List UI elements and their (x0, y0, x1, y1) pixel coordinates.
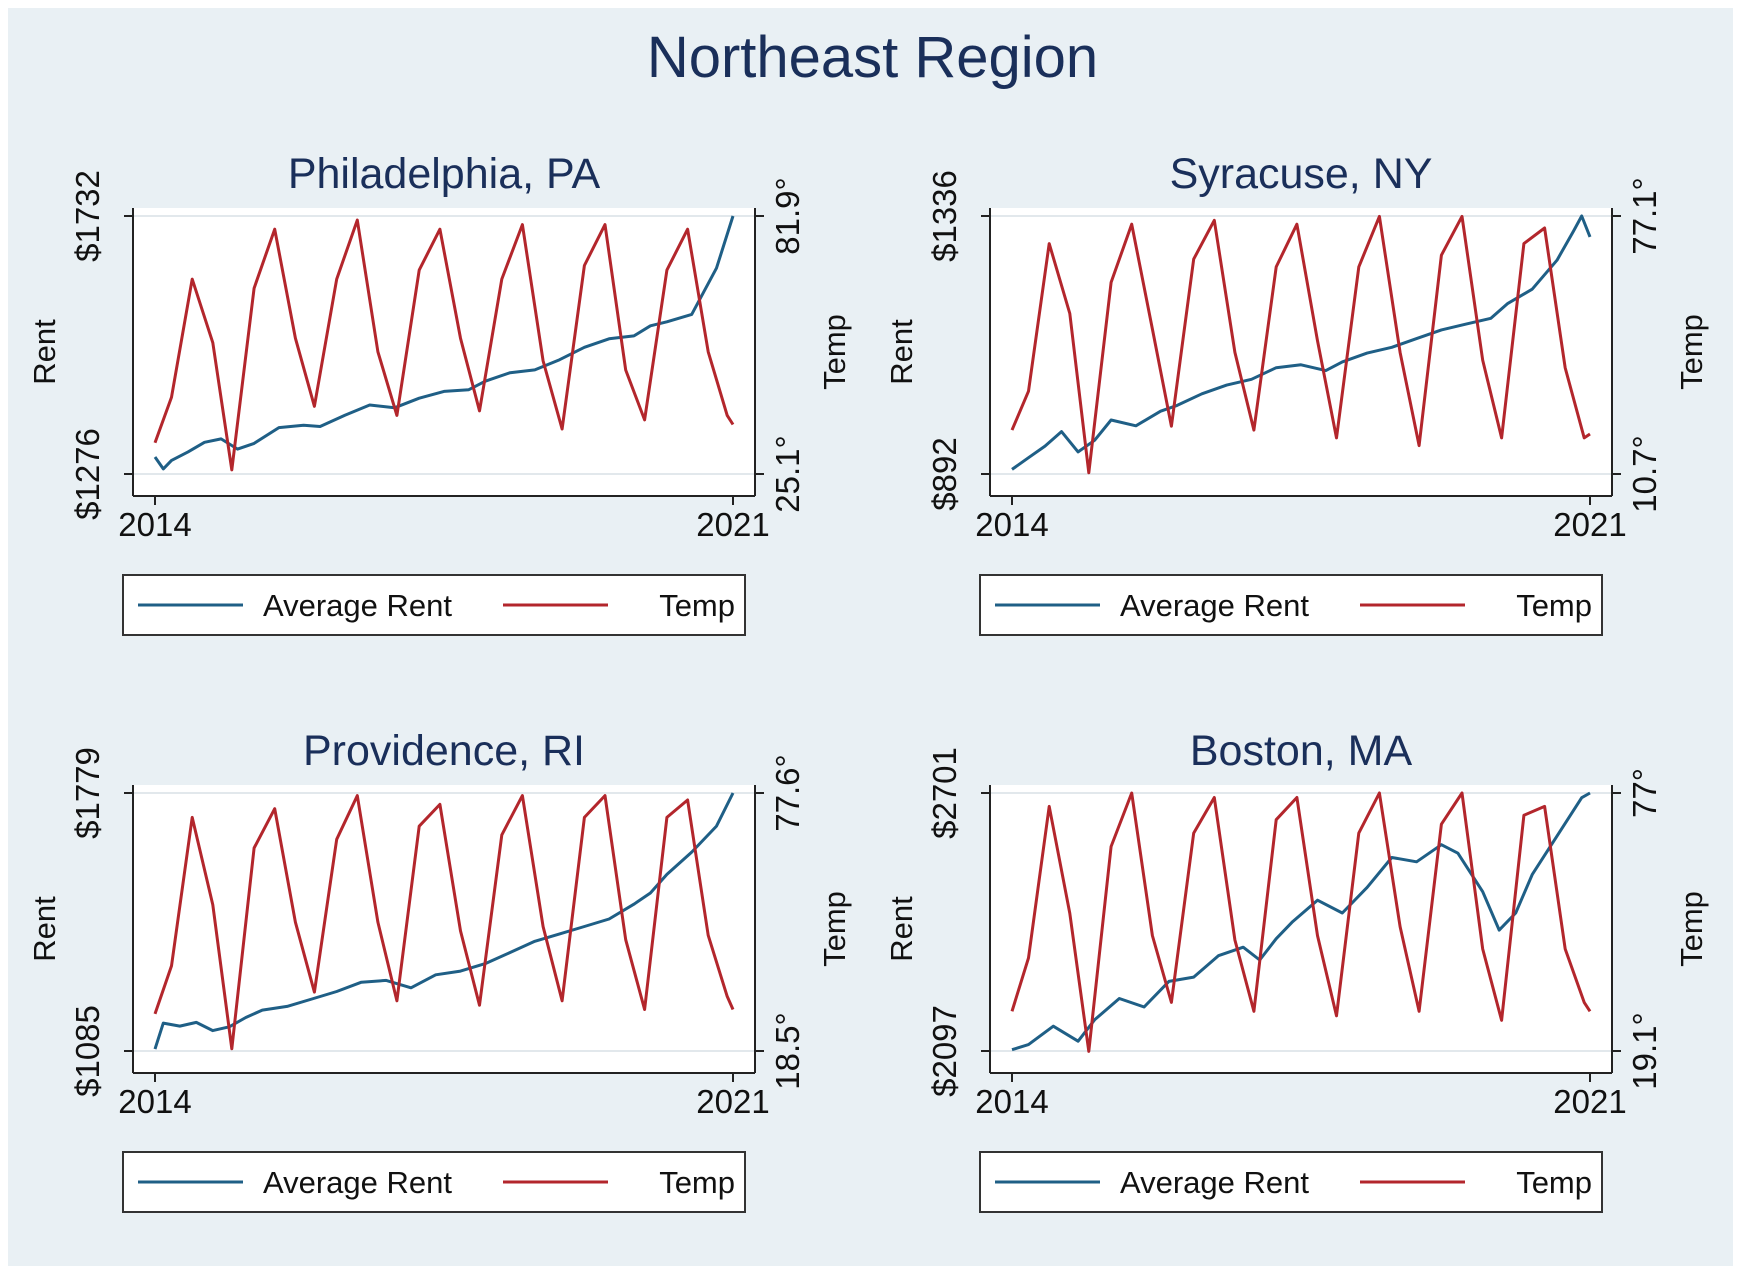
rent-series-line (1011, 791, 1591, 1052)
y2-axis-title: Temp (817, 891, 852, 967)
y-tick-label: $2701 (926, 747, 963, 839)
y-tick-label: $2097 (926, 1005, 963, 1097)
temp-series-line (1010, 214, 1591, 475)
figure-title: Northeast Region (646, 25, 1099, 90)
x-tick-label: 2014 (118, 1083, 191, 1120)
y2-tick-label: 10.7° (1626, 435, 1663, 512)
y-axis-title: Rent (27, 896, 62, 962)
y-tick-label: $1276 (69, 428, 106, 520)
legend-rent-label: Average Rent (1120, 1165, 1309, 1200)
y-tick-label: $892 (926, 437, 963, 510)
rent-series-line (153, 215, 735, 471)
y-tick-label: $1779 (69, 747, 106, 839)
y2-axis-title: Temp (1674, 314, 1709, 390)
y-tick-label: $1336 (926, 170, 963, 262)
temp-series-line (153, 218, 735, 472)
x-tick-label: 2021 (1553, 1083, 1626, 1120)
y-axis-title: Rent (27, 319, 62, 385)
temp-series-line (153, 794, 735, 1051)
y2-axis-title: Temp (817, 314, 852, 390)
x-tick-label: 2014 (975, 506, 1048, 543)
y2-tick-label: 18.5° (769, 1012, 806, 1089)
y2-tick-label: 77° (1626, 768, 1663, 818)
y-tick-label: $1732 (69, 170, 106, 262)
x-tick-label: 2021 (1553, 506, 1626, 543)
y2-tick-label: 77.6° (769, 754, 806, 831)
x-tick-label: 2021 (696, 1083, 769, 1120)
legend-rent-label: Average Rent (1120, 588, 1309, 623)
legend-rent-label: Average Rent (263, 1165, 452, 1200)
y2-axis-title: Temp (1674, 891, 1709, 967)
y-axis-title: Rent (884, 319, 919, 385)
legend-temp-label: Temp (1516, 1165, 1592, 1200)
x-tick-label: 2014 (118, 506, 191, 543)
panel-title: Philadelphia, PA (288, 150, 601, 198)
y2-tick-label: 19.1° (1626, 1012, 1663, 1089)
y-axis-title: Rent (884, 896, 919, 962)
rent-series-line (1011, 214, 1592, 471)
panel-title: Boston, MA (1190, 727, 1413, 775)
panel-title: Providence, RI (303, 727, 585, 775)
legend-temp-label: Temp (659, 588, 735, 623)
y2-tick-label: 81.9° (769, 177, 806, 254)
x-tick-label: 2014 (975, 1083, 1048, 1120)
legend-temp-label: Temp (1516, 588, 1592, 623)
y-tick-label: $1085 (69, 1005, 106, 1097)
rent-series-line (153, 792, 735, 1050)
legend-temp-label: Temp (659, 1165, 735, 1200)
x-tick-label: 2021 (696, 506, 769, 543)
temp-series-line (1010, 791, 1592, 1053)
y2-tick-label: 77.1° (1626, 177, 1663, 254)
legend-rent-label: Average Rent (263, 588, 452, 623)
y2-tick-label: 25.1° (769, 435, 806, 512)
panel-title: Syracuse, NY (1170, 150, 1433, 198)
